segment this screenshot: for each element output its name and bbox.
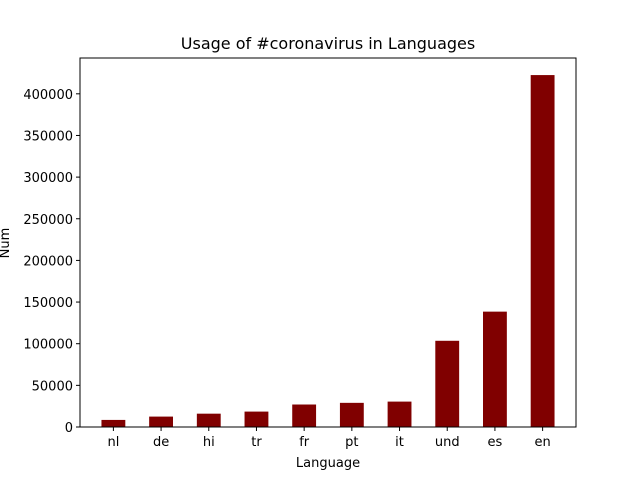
x-axis-ticks: nl de hi tr fr pt it und es en [107, 427, 551, 450]
y-tick-label: 50000 [32, 379, 73, 394]
y-tick-label: 100000 [23, 338, 73, 353]
y-tick-label: 300000 [23, 171, 73, 186]
bar-hi [196, 413, 221, 427]
x-tick-label-pt: pt [345, 435, 358, 450]
chart-title: Usage of #coronavirus in Languages [181, 34, 475, 53]
y-tick-label: 400000 [23, 88, 73, 103]
x-tick-label-tr: tr [251, 435, 262, 450]
bar-es [483, 311, 507, 427]
bar-tr [244, 411, 269, 427]
x-tick-label-de: de [153, 435, 169, 450]
y-tick-label: 150000 [23, 296, 73, 311]
bars-group [101, 75, 555, 427]
y-axis-label: Num [0, 228, 13, 259]
axes-frame [79, 57, 577, 428]
y-tick-label: 350000 [23, 129, 73, 144]
bar-nl [101, 419, 126, 427]
y-tick-label: 250000 [23, 213, 73, 228]
bar-fr [292, 404, 317, 427]
x-tick-label-it: it [395, 435, 404, 450]
x-tick-label-nl: nl [107, 435, 119, 450]
x-tick-label-fr: fr [299, 435, 310, 450]
x-tick-label-hi: hi [203, 435, 215, 450]
y-tick-label: 200000 [23, 254, 73, 269]
y-tick-label: 0 [65, 421, 73, 436]
bar-it [387, 401, 412, 427]
bar-pt [339, 402, 364, 427]
bar-en [530, 75, 555, 427]
x-tick-label-es: es [488, 435, 503, 450]
x-axis-label: Language [296, 456, 360, 471]
bar-de [149, 416, 173, 427]
bar-und [435, 340, 460, 427]
y-axis-ticks: 0 50000 100000 150000 200000 250000 300000 3500… [23, 88, 80, 436]
x-tick-label-en: en [534, 435, 550, 450]
x-tick-label-und: und [435, 435, 460, 450]
